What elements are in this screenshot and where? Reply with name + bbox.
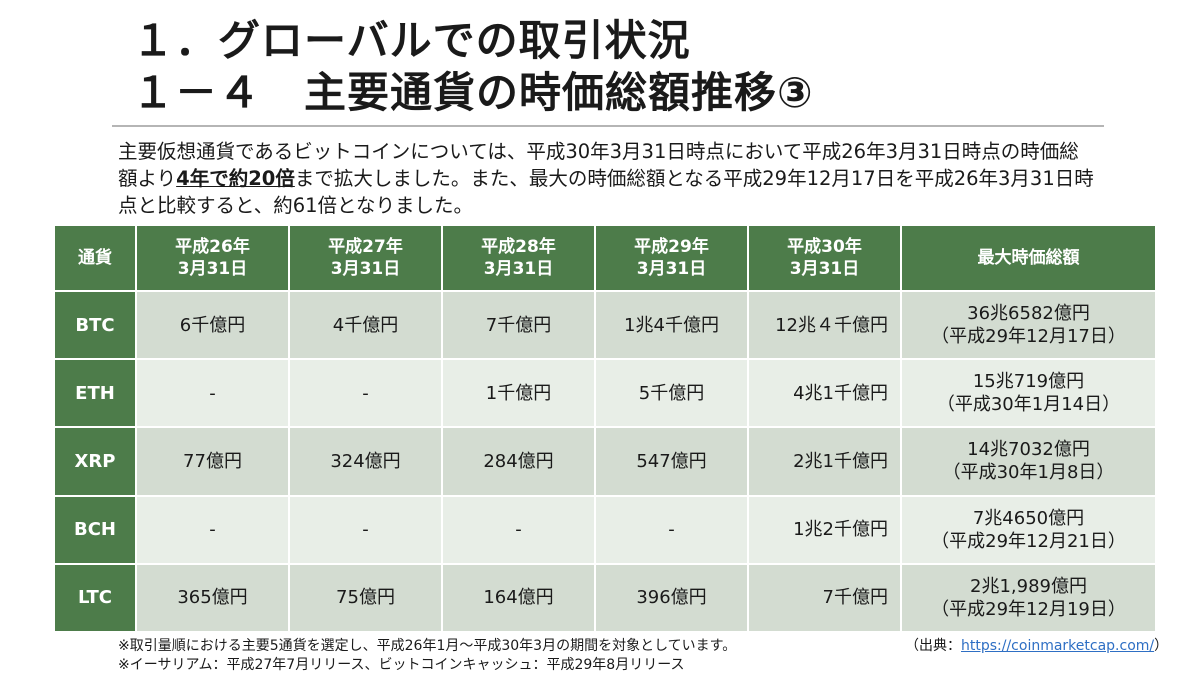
table-cell: 4兆1千億円 (747, 358, 902, 429)
table-cell: 4千億円 (288, 289, 443, 361)
currency-label: XRP (53, 426, 137, 497)
table-cell: 1兆4千億円 (594, 289, 749, 361)
column-header-h30: 平成30年 3月31日 (747, 224, 902, 292)
table-cell: - (288, 494, 443, 565)
table-row-btc: BTC 6千億円 4千億円 7千億円 1兆4千億円 12兆４千億円 36兆658… (53, 289, 1157, 361)
table-cell: - (594, 494, 749, 565)
max-cap-cell: 7兆4650億円 （平成29年12月21日） (900, 494, 1157, 565)
table-cell: - (135, 358, 290, 429)
table-cell: 5千億円 (594, 358, 749, 429)
table-cell: 547億円 (594, 426, 749, 497)
page-subtitle: １－４ 主要通貨の時価総額推移③ (132, 68, 814, 117)
table-cell: 2兆1千億円 (747, 426, 902, 497)
table-cell: 75億円 (288, 562, 443, 634)
table-row-xrp: XRP 77億円 324億円 284億円 547億円 2兆1千億円 14兆703… (53, 426, 1157, 497)
table-cell: 284億円 (441, 426, 596, 497)
intro-paragraph: 主要仮想通貨であるビットコインについては、平成30年3月31日時点において平成2… (118, 138, 1098, 219)
currency-label: BTC (53, 289, 137, 361)
column-header-h27: 平成27年 3月31日 (288, 224, 443, 292)
table-row-ltc: LTC 365億円 75億円 164億円 396億円 7千億円 2兆1,989億… (53, 562, 1157, 634)
source-prefix: （出典： (905, 638, 961, 654)
intro-text-part2: まで拡大しました。また、最大の時価総額となる平成29年12月17日を平成26年3… (118, 167, 1094, 217)
column-header-max: 最大時価総額 (900, 224, 1157, 292)
table-row-eth: ETH - - 1千億円 5千億円 4兆1千億円 15兆719億円 （平成30年1… (53, 358, 1157, 429)
page-title: １．グローバルでの取引状況 (132, 16, 691, 65)
currency-label: ETH (53, 358, 137, 429)
title-divider (112, 125, 1104, 127)
table-cell: 6千億円 (135, 289, 290, 361)
footnote-selection: ※取引量順における主要5通貨を選定し、平成26年1月～平成30年3月の期間を対象… (118, 638, 737, 654)
market-cap-table: 通貨 平成26年 3月31日 平成27年 3月31日 平成28年 3月31日 平成29… (53, 224, 1157, 634)
max-cap-cell: 14兆7032億円 （平成30年1月8日） (900, 426, 1157, 497)
table-row-bch: BCH - - - - 1兆2千億円 7兆4650億円 （平成29年12月21日） (53, 494, 1157, 565)
table-cell: 77億円 (135, 426, 290, 497)
table-cell: 7千億円 (747, 562, 902, 634)
column-header-currency: 通貨 (53, 224, 137, 292)
footnotes: ※取引量順における主要5通貨を選定し、平成26年1月～平成30年3月の期間を対象… (118, 637, 736, 675)
table-cell: 164億円 (441, 562, 596, 634)
currency-label: LTC (53, 562, 137, 634)
source-link[interactable]: https://coinmarketcap.com/ (961, 638, 1155, 654)
max-cap-cell: 36兆6582億円 （平成29年12月17日） (900, 289, 1157, 361)
footnote-release: ※イーサリアム：平成27年7月リリース、ビットコインキャッシュ：平成29年8月リ… (118, 657, 685, 673)
table-header-row: 通貨 平成26年 3月31日 平成27年 3月31日 平成28年 3月31日 平成29… (53, 224, 1157, 292)
source-suffix: ） (1154, 638, 1169, 654)
intro-text-part1: 主要仮想通貨であるビットコインについては、平成30年3月31日時点において平成2… (118, 140, 1079, 190)
source-citation: （出典：https://coinmarketcap.com/） (905, 637, 1168, 656)
column-header-h29: 平成29年 3月31日 (594, 224, 749, 292)
currency-label: BCH (53, 494, 137, 565)
table-cell: 1千億円 (441, 358, 596, 429)
table-cell: 324億円 (288, 426, 443, 497)
table-cell: - (288, 358, 443, 429)
column-header-h28: 平成28年 3月31日 (441, 224, 596, 292)
table-cell: 7千億円 (441, 289, 596, 361)
intro-highlight: 4年で約20倍 (176, 167, 295, 190)
table-cell: 396億円 (594, 562, 749, 634)
max-cap-cell: 2兆1,989億円 （平成29年12月19日） (900, 562, 1157, 634)
table-cell: 12兆４千億円 (747, 289, 902, 361)
table-cell: 365億円 (135, 562, 290, 634)
column-header-h26: 平成26年 3月31日 (135, 224, 290, 292)
table-cell: - (441, 494, 596, 565)
table-cell: - (135, 494, 290, 565)
table-cell: 1兆2千億円 (747, 494, 902, 565)
max-cap-cell: 15兆719億円 （平成30年1月14日） (900, 358, 1157, 429)
